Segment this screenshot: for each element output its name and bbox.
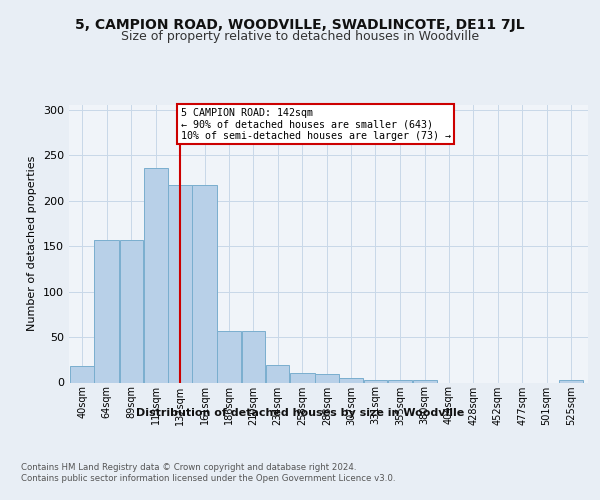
Bar <box>242 330 265 382</box>
Bar <box>119 240 143 382</box>
Bar <box>559 380 583 382</box>
Bar <box>340 378 363 382</box>
Text: Contains public sector information licensed under the Open Government Licence v3: Contains public sector information licen… <box>21 474 395 483</box>
Y-axis label: Number of detached properties: Number of detached properties <box>28 156 37 332</box>
Bar <box>70 366 94 382</box>
Bar <box>364 380 387 382</box>
Text: Size of property relative to detached houses in Woodville: Size of property relative to detached ho… <box>121 30 479 43</box>
Bar <box>168 185 191 382</box>
Bar <box>266 365 289 382</box>
Text: Contains HM Land Registry data © Crown copyright and database right 2024.: Contains HM Land Registry data © Crown c… <box>21 462 356 471</box>
Bar <box>94 240 119 382</box>
Bar <box>192 185 217 382</box>
Bar <box>413 380 437 382</box>
Bar <box>144 168 167 382</box>
Text: 5 CAMPION ROAD: 142sqm
← 90% of detached houses are smaller (643)
10% of semi-de: 5 CAMPION ROAD: 142sqm ← 90% of detached… <box>181 108 451 141</box>
Bar <box>388 380 412 382</box>
Text: 5, CAMPION ROAD, WOODVILLE, SWADLINCOTE, DE11 7JL: 5, CAMPION ROAD, WOODVILLE, SWADLINCOTE,… <box>75 18 525 32</box>
Bar <box>217 330 241 382</box>
Text: Distribution of detached houses by size in Woodville: Distribution of detached houses by size … <box>136 408 464 418</box>
Bar <box>315 374 339 382</box>
Bar <box>290 374 314 382</box>
